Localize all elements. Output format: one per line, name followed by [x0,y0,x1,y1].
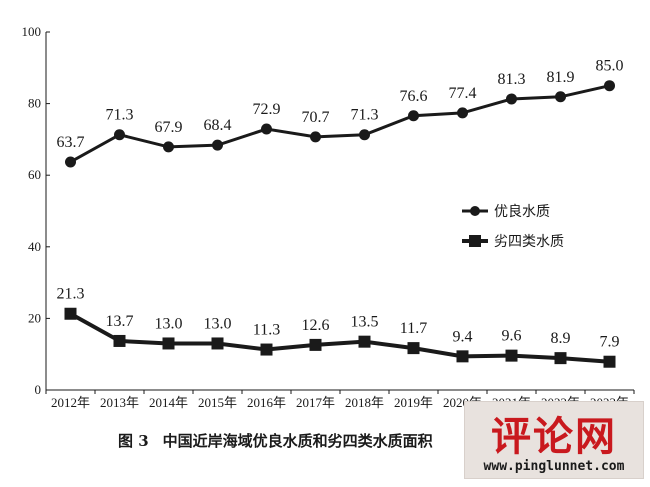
x-tick-label: 2012年 [51,395,90,410]
data-label: 72.9 [253,101,281,118]
data-label: 13.7 [106,313,134,330]
y-tick-label: 20 [28,310,41,325]
data-point-square [407,342,420,355]
watermark-chinese: 评论网 [491,413,617,460]
data-point-square [505,349,518,362]
data-label: 9.4 [453,328,473,345]
data-point-square [456,350,469,363]
data-label: 13.0 [204,315,232,332]
data-label: 21.3 [57,286,85,303]
series-line-1 [69,84,610,164]
data-point-square [260,343,273,356]
data-label: 67.9 [155,119,183,136]
x-tick-label: 2016年 [247,395,286,410]
data-label: 12.6 [302,317,330,334]
data-point-square [162,337,175,350]
y-tick-label: 80 [28,96,41,111]
y-tick-label: 100 [22,24,42,39]
data-label: 63.7 [57,134,85,151]
x-tick-label: 2013年 [100,395,139,410]
x-tick-label: 2019年 [394,395,433,410]
data-point-circle [555,91,566,103]
figure-title: 中国近岸海域优良水质和劣四类水质面积 [162,432,433,450]
data-label: 9.6 [502,328,522,345]
data-label: 68.4 [204,117,232,134]
legend-marker-circle [470,206,480,216]
data-label: 70.7 [302,109,330,126]
data-point-square [603,355,616,368]
data-label: 77.4 [449,85,477,102]
data-label: 11.3 [253,322,280,339]
data-point-circle [212,139,223,151]
data-label: 76.6 [400,88,428,105]
data-label: 71.3 [106,107,134,124]
data-label: 13.0 [155,315,183,332]
data-point-square [64,307,77,320]
data-point-circle [359,129,370,141]
y-tick-label: 60 [28,167,41,182]
data-label: 81.3 [498,71,526,88]
legend-label: 优良水质 [494,204,550,220]
data-label: 11.7 [400,320,427,337]
data-label: 71.3 [351,107,379,124]
figure-number: 图 3 [118,432,149,450]
data-point-circle [408,110,419,122]
data-label: 81.9 [547,69,575,86]
data-point-circle [310,131,321,143]
series-line-2 [69,311,610,364]
x-tick-label: 2015年 [198,395,237,410]
data-point-circle [261,123,272,135]
data-point-circle [506,93,517,105]
data-point-square [358,335,371,348]
data-point-circle [65,156,76,168]
data-label: 13.5 [351,314,379,331]
data-label: 7.9 [600,334,620,351]
data-point-square [554,352,567,365]
data-point-circle [114,129,125,141]
data-point-circle [163,141,174,153]
y-tick-label: 0 [35,382,42,397]
figure-caption: 图 3 中国近岸海域优良水质和劣四类水质面积 [118,430,518,451]
data-point-square [309,338,322,351]
data-point-circle [604,80,615,92]
watermark-logo: 评论网 www.pinglunnet.com [464,401,644,479]
y-tick-label: 40 [28,239,41,254]
data-point-square [113,334,126,347]
data-label: 85.0 [596,58,624,75]
legend-marker-square [469,235,481,247]
data-label: 8.9 [551,330,571,347]
legend-label: 劣四类水质 [494,234,564,250]
data-point-square [211,337,224,350]
data-point-circle [457,107,468,119]
x-tick-label: 2018年 [345,395,384,410]
x-tick-label: 2017年 [296,395,335,410]
watermark-url: www.pinglunnet.com [483,459,625,474]
x-tick-label: 2014年 [149,395,188,410]
